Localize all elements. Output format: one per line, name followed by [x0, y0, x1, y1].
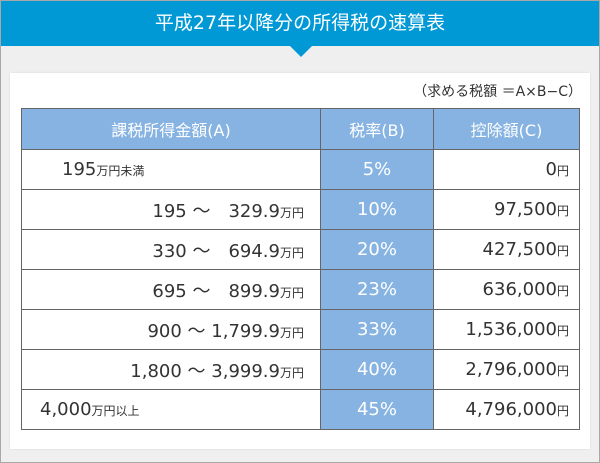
amount-unit: 万円	[279, 205, 304, 220]
amount-value: 900 ～ 1,799.9	[147, 320, 280, 342]
rate-cell: 10%	[320, 189, 434, 230]
deduction-cell: 97,500円	[433, 189, 580, 230]
table-row: 195 ～ 329.9万円 10% 97,500円	[21, 189, 580, 230]
amount-value: 195 ～ 329.9	[152, 200, 280, 222]
amount-cell: 195 ～ 329.9万円	[21, 189, 321, 230]
tax-rate-table: 課税所得金額(A) 税率(B) 控除額(C) 195万円未満 5% 0円 195 …	[21, 108, 580, 430]
rate-cell: 20%	[320, 229, 434, 270]
amount-unit: 万円以上	[91, 404, 140, 418]
deduction-unit: 円	[556, 244, 569, 258]
deduction-unit: 円	[556, 364, 569, 378]
deduction-cell: 1,536,000円	[433, 309, 580, 350]
deduction-value: 97,500	[494, 199, 557, 220]
table-row: 195万円未満 5% 0円	[21, 149, 580, 190]
amount-value: 195	[62, 159, 97, 180]
deduction-value: 427,500	[482, 239, 557, 260]
rate-cell: 45%	[320, 389, 434, 430]
amount-unit: 万円	[279, 325, 304, 340]
deduction-unit: 円	[556, 324, 569, 338]
deduction-unit: 円	[556, 404, 569, 418]
deduction-cell: 427,500円	[433, 229, 580, 270]
amount-value: 695 ～ 899.9	[152, 280, 280, 302]
deduction-cell: 2,796,000円	[433, 349, 580, 390]
deduction-value: 1,536,000	[465, 319, 557, 340]
amount-unit: 万円未満	[96, 164, 145, 178]
deduction-unit: 円	[556, 284, 569, 298]
amount-unit: 万円	[279, 245, 304, 260]
deduction-cell: 636,000円	[433, 269, 580, 310]
header-pointer	[290, 46, 312, 57]
deduction-value: 4,796,000	[465, 399, 557, 420]
rate-cell: 33%	[320, 309, 434, 350]
deduction-cell: 4,796,000円	[433, 389, 580, 430]
amount-cell: 695 ～ 899.9万円	[21, 269, 321, 310]
amount-value: 4,000	[40, 399, 92, 420]
amount-cell: 195万円未満	[21, 149, 321, 190]
deduction-cell: 0円	[433, 149, 580, 190]
page-title: 平成27年以降分の所得税の速算表	[1, 1, 599, 46]
deduction-value: 636,000	[482, 279, 557, 300]
rate-cell: 40%	[320, 349, 434, 390]
amount-value: 1,800 ～ 3,999.9	[130, 360, 280, 382]
amount-cell: 900 ～ 1,799.9万円	[21, 309, 321, 350]
header-rate: 税率(B)	[320, 108, 434, 150]
amount-cell: 4,000万円以上	[21, 389, 321, 430]
rate-cell: 23%	[320, 269, 434, 310]
table-row: 695 ～ 899.9万円 23% 636,000円	[21, 269, 580, 310]
deduction-unit: 円	[556, 164, 569, 178]
amount-cell: 1,800 ～ 3,999.9万円	[21, 349, 321, 390]
amount-cell: 330 ～ 694.9万円	[21, 229, 321, 270]
deduction-value: 0	[545, 159, 557, 180]
rate-cell: 5%	[320, 149, 434, 190]
amount-value: 330 ～ 694.9	[152, 240, 280, 262]
table-row: 900 ～ 1,799.9万円 33% 1,536,000円	[21, 309, 580, 350]
header-amount: 課税所得金額(A)	[21, 108, 321, 150]
deduction-value: 2,796,000	[465, 359, 557, 380]
formula-note: （求める税額 ＝A×B−C）	[413, 84, 582, 100]
table-row: 4,000万円以上 45% 4,796,000円	[21, 389, 580, 430]
amount-unit: 万円	[279, 285, 304, 300]
amount-unit: 万円	[279, 365, 304, 380]
header-deduction: 控除額(C)	[433, 108, 580, 150]
table-header-row: 課税所得金額(A) 税率(B) 控除額(C)	[21, 108, 580, 150]
deduction-unit: 円	[556, 204, 569, 218]
table-row: 1,800 ～ 3,999.9万円 40% 2,796,000円	[21, 349, 580, 390]
table-row: 330 ～ 694.9万円 20% 427,500円	[21, 229, 580, 270]
table-card: （求める税額 ＝A×B−C） 課税所得金額(A) 税率(B) 控除額(C) 19…	[10, 73, 590, 449]
